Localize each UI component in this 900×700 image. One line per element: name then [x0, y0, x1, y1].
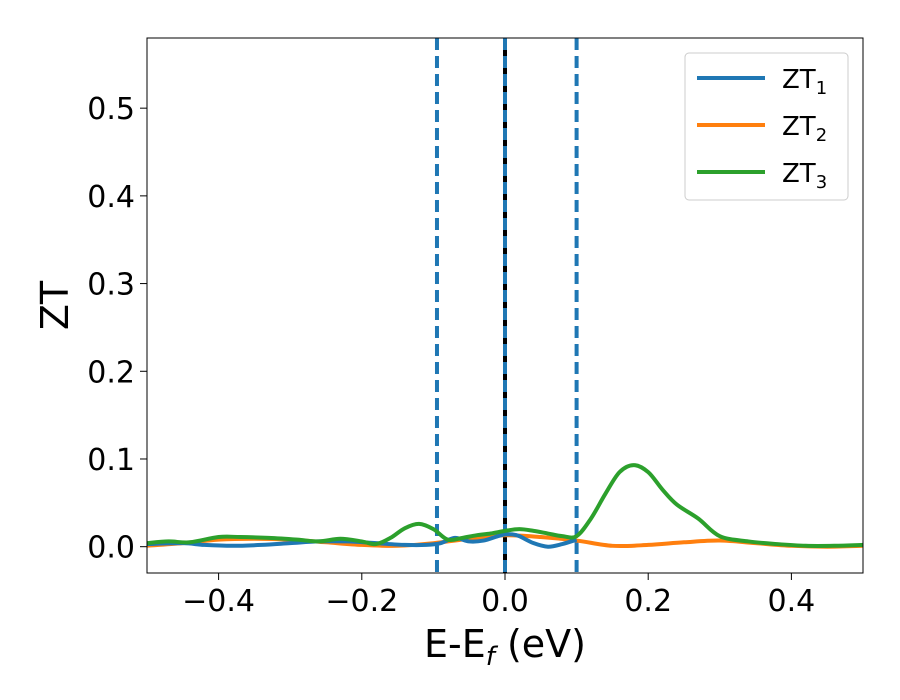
series-lines — [147, 463, 863, 549]
x-axis-label-unit: (eV) — [495, 622, 586, 666]
x-axis: −0.4 −0.2 0.0 0.2 0.4 — [182, 573, 815, 619]
y-tick-label: 0.0 — [87, 531, 135, 566]
x-tick-label: −0.4 — [182, 584, 255, 619]
x-tick-label: −0.2 — [325, 584, 398, 619]
x-axis-label: E-Ef (eV) — [424, 622, 586, 672]
reference-lines — [434, 38, 579, 573]
legend-box — [684, 52, 849, 201]
y-tick-label: 0.5 — [87, 92, 135, 127]
x-axis-label-main: E-E — [424, 622, 486, 666]
y-tick-label: 0.4 — [87, 180, 135, 215]
y-tick-label: 0.2 — [87, 355, 135, 390]
series-line-zt1 — [147, 532, 578, 549]
y-axis-label: ZT — [33, 280, 77, 330]
legend-label-zt2: ZT2 — [782, 112, 827, 146]
legend-label-zt3: ZT3 — [782, 159, 827, 193]
series-line-zt3 — [147, 463, 863, 548]
x-tick-label: 0.4 — [768, 584, 816, 619]
x-tick-label: 0.2 — [624, 584, 672, 619]
legend-label-zt1: ZT1 — [782, 65, 827, 99]
y-tick-label: 0.1 — [87, 443, 135, 478]
y-axis: 0.0 0.1 0.2 0.3 0.4 0.5 — [87, 92, 147, 566]
x-tick-label: 0.0 — [481, 584, 529, 619]
legend: ZT1 ZT2 ZT3 — [684, 52, 849, 201]
y-tick-label: 0.3 — [87, 268, 135, 303]
